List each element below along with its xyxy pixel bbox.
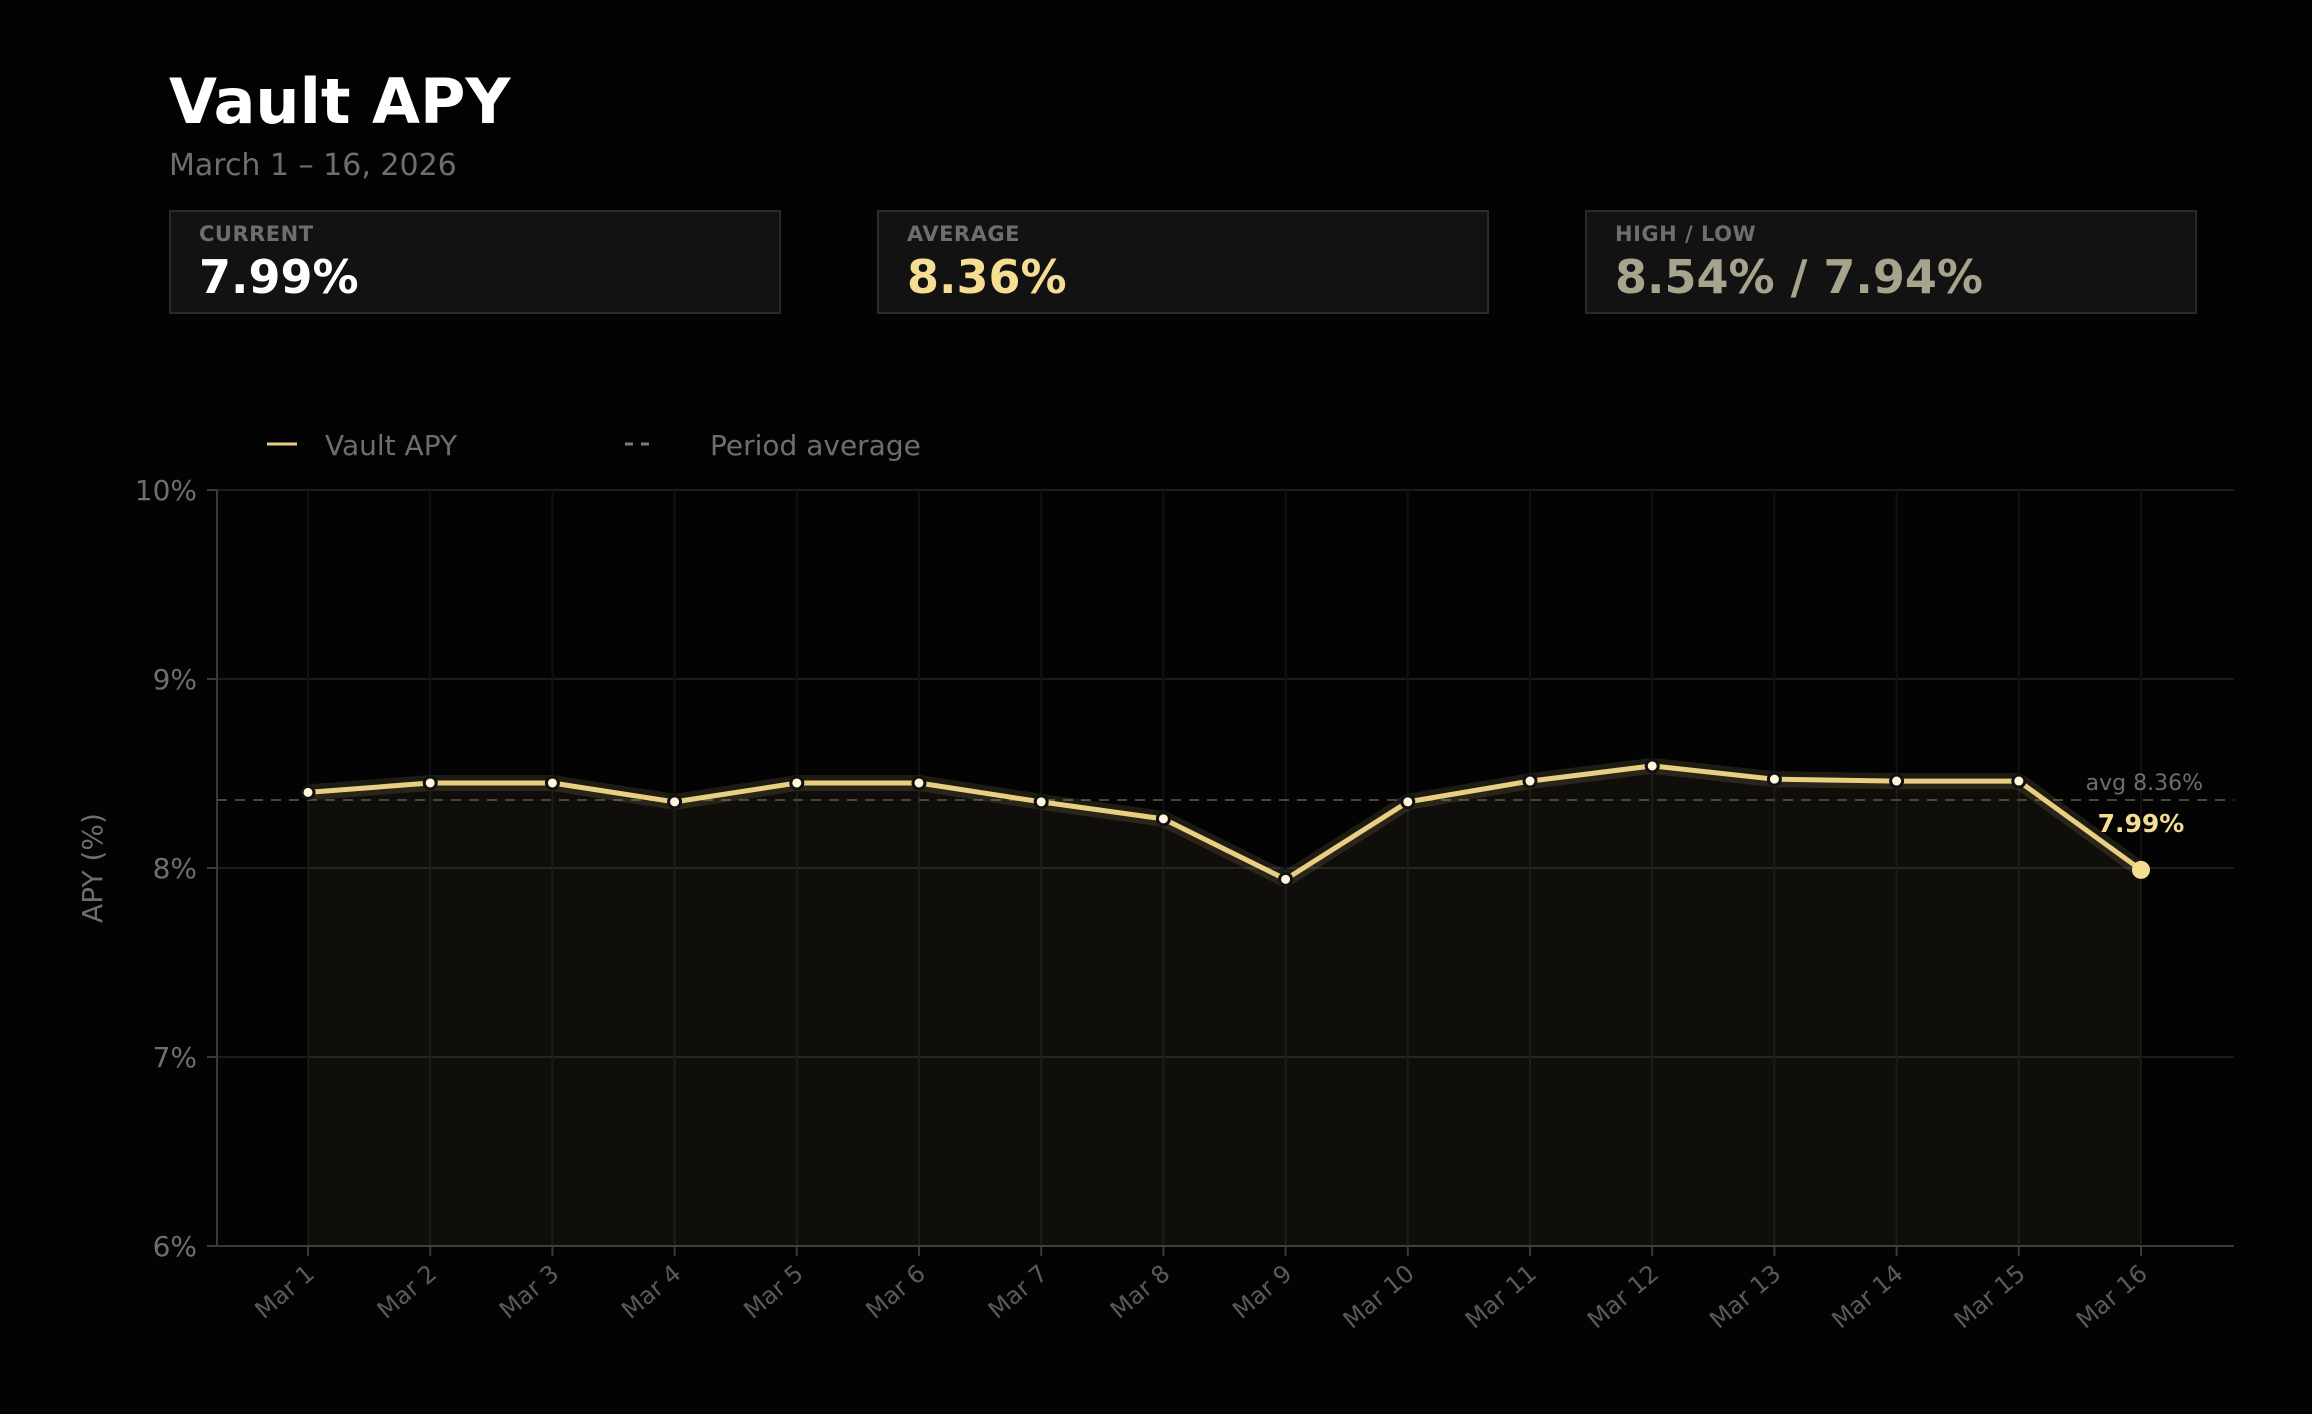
data-point (544, 775, 560, 791)
x-tick-label: Mar 9 (1227, 1259, 1297, 1324)
data-point (1644, 758, 1660, 774)
average-apy-label: AVERAGE (907, 222, 1020, 246)
y-axis-label: APY (%) (76, 813, 109, 923)
y-tick-label: 7% (153, 1041, 197, 1074)
data-point (1278, 871, 1294, 887)
current-apy-value: 7.99% (199, 250, 359, 304)
x-tick-label: Mar 8 (1105, 1259, 1175, 1324)
x-tick-label: Mar 14 (1827, 1259, 1909, 1334)
data-point (911, 775, 927, 791)
last-data-point (2132, 860, 2150, 879)
data-point (1889, 773, 1905, 789)
data-point (789, 775, 805, 791)
high-low-apy-card: HIGH / LOW 8.54% / 7.94% (1585, 210, 2197, 314)
page-title: Vault APY (169, 65, 511, 138)
current-apy-label: CURRENT (199, 222, 314, 246)
x-tick-label: Mar 1 (250, 1259, 320, 1324)
data-point (300, 784, 316, 800)
x-tick-label: Mar 11 (1460, 1259, 1542, 1334)
x-tick-label: Mar 10 (1338, 1259, 1420, 1334)
average-apy-value: 8.36% (907, 250, 1067, 304)
data-point (1766, 771, 1782, 787)
high-low-apy-value: 8.54% / 7.94% (1615, 250, 1983, 304)
x-tick-label: Mar 3 (494, 1259, 564, 1324)
data-point (1033, 794, 1049, 810)
x-tick-label: Mar 6 (861, 1259, 931, 1324)
y-tick-label: 9% (153, 663, 197, 696)
average-apy-card: AVERAGE 8.36% (877, 210, 1489, 314)
data-point (2011, 773, 2027, 789)
data-point (422, 775, 438, 791)
x-tick-label: Mar 12 (1582, 1259, 1664, 1334)
data-point (1155, 811, 1171, 827)
y-axis-ticks: 6% 7% 8% 9% 10% (135, 474, 217, 1263)
high-low-apy-label: HIGH / LOW (1615, 222, 1757, 246)
y-tick-label: 8% (153, 852, 197, 885)
y-tick-label: 10% (135, 474, 197, 507)
x-tick-label: Mar 13 (1704, 1259, 1786, 1334)
apy-area-fill (308, 765, 2141, 1246)
average-annotation: avg 8.36% (2086, 771, 2203, 796)
data-point (1400, 794, 1416, 810)
legend-average-label: Period average (710, 429, 921, 462)
data-point (667, 794, 683, 810)
last-value-label: 7.99% (2098, 809, 2185, 838)
current-apy-card: CURRENT 7.99% (169, 210, 781, 314)
x-tick-label: Mar 16 (2071, 1259, 2153, 1334)
x-tick-label: Mar 15 (1949, 1259, 2031, 1334)
x-tick-label: Mar 7 (983, 1259, 1053, 1324)
x-axis-ticks: Mar 1 Mar 2 Mar 3 Mar 4 Mar 5 Mar 6 Mar 7 Mar 8… (250, 1246, 2153, 1334)
x-tick-label: Mar 2 (372, 1259, 442, 1324)
data-point (1522, 773, 1538, 789)
data-points (300, 758, 2150, 887)
legend: Vault APY Period average (267, 429, 921, 462)
y-tick-label: 6% (153, 1230, 197, 1263)
legend-series-label: Vault APY (325, 429, 458, 462)
apy-line (307, 763, 2143, 882)
date-range-subtitle: March 1 – 16, 2026 (169, 148, 457, 183)
x-tick-label: Mar 4 (616, 1259, 686, 1324)
x-tick-label: Mar 5 (738, 1259, 808, 1324)
